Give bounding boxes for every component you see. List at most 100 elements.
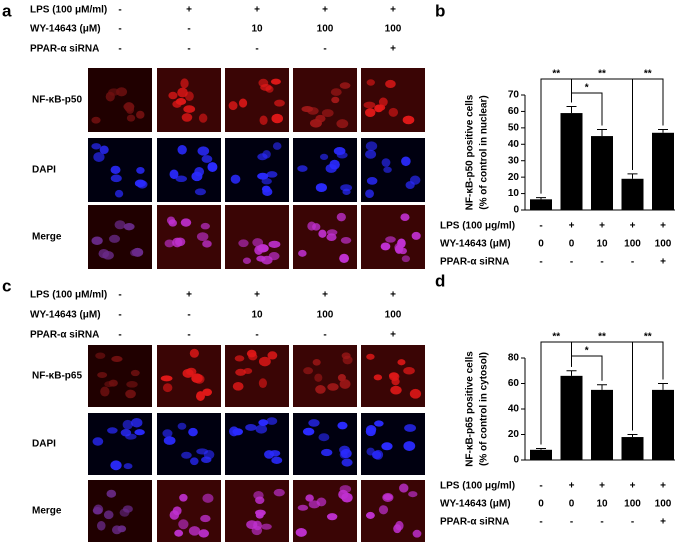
bar xyxy=(530,449,552,460)
significance-bracket xyxy=(632,78,664,170)
cell xyxy=(318,433,330,442)
y-axis-label: (% of control in nuclear) xyxy=(479,95,490,209)
cell xyxy=(383,166,392,173)
bar xyxy=(652,389,674,460)
cell xyxy=(238,98,248,108)
cell xyxy=(196,232,209,242)
cell xyxy=(119,508,130,517)
cell xyxy=(234,355,245,362)
cell xyxy=(168,91,178,100)
treatment-value: - xyxy=(631,517,634,528)
cell xyxy=(390,385,402,395)
treatment-value: + xyxy=(390,290,396,301)
cell xyxy=(403,441,416,451)
row-label: NF-κB-p50 xyxy=(32,95,82,106)
treatment-value: 100 xyxy=(655,499,672,510)
cell xyxy=(183,105,196,113)
cell xyxy=(243,367,253,374)
cell xyxy=(162,383,173,393)
significance-label: ** xyxy=(552,69,560,80)
treatment-value: - xyxy=(118,24,121,35)
significance-label: * xyxy=(585,83,589,94)
treatment-value: 0 xyxy=(538,239,544,250)
micrograph xyxy=(225,345,289,407)
cell xyxy=(126,114,136,122)
significance-label: * xyxy=(585,346,589,357)
cell xyxy=(315,183,327,193)
cell xyxy=(401,255,411,263)
cell xyxy=(297,165,308,172)
cell xyxy=(261,255,273,265)
cell xyxy=(136,180,148,189)
cell xyxy=(257,172,269,180)
cell xyxy=(272,142,282,150)
treatment-value: + xyxy=(599,221,605,232)
panel-letter: a xyxy=(2,1,12,20)
treatment-label: PPAR-α siRNA xyxy=(440,257,509,268)
cell xyxy=(366,447,375,456)
treatment-value: - xyxy=(631,257,634,268)
treatment-value: - xyxy=(118,44,121,55)
treatment-value: - xyxy=(118,330,121,341)
cell xyxy=(92,437,104,446)
treatment-value: + xyxy=(322,5,328,16)
cell xyxy=(246,520,258,529)
treatment-label: WY-14643 (μM) xyxy=(30,24,101,35)
treatment-value: + xyxy=(660,517,666,528)
cell xyxy=(366,353,375,360)
y-tick-label: 0 xyxy=(513,455,519,466)
treatment-value: 100 xyxy=(317,24,334,35)
treatment-value: - xyxy=(539,481,542,492)
cell xyxy=(182,368,194,378)
cell xyxy=(255,424,268,434)
cell xyxy=(339,253,350,264)
cell xyxy=(197,146,210,156)
cell xyxy=(337,374,346,382)
cell xyxy=(166,216,176,225)
treatment-value: - xyxy=(600,517,603,528)
cell xyxy=(111,355,123,363)
cell xyxy=(400,213,410,222)
cell xyxy=(97,371,108,379)
cell xyxy=(254,245,264,255)
y-tick-label: 20 xyxy=(508,429,520,440)
cell xyxy=(321,109,334,117)
cell xyxy=(96,520,106,531)
cell xyxy=(380,242,391,251)
cell xyxy=(336,119,349,129)
y-tick-label: 60 xyxy=(508,378,520,389)
treatment-value: - xyxy=(600,257,603,268)
cell xyxy=(107,427,118,434)
cell xyxy=(131,417,143,428)
cell xyxy=(268,240,281,248)
cell xyxy=(228,101,238,111)
cell xyxy=(326,229,338,236)
cell xyxy=(95,352,106,359)
cell xyxy=(242,257,252,264)
bar xyxy=(621,437,644,460)
cell xyxy=(235,368,246,376)
cell xyxy=(382,492,394,502)
cell xyxy=(262,187,273,197)
cell xyxy=(302,427,315,436)
significance-bracket xyxy=(632,341,664,431)
cell xyxy=(401,156,411,167)
treatment-value: - xyxy=(323,330,326,341)
treatment-value: + xyxy=(660,481,666,492)
y-tick-label: 60 xyxy=(508,106,520,117)
cell xyxy=(316,497,327,507)
micrograph xyxy=(157,480,221,542)
cell xyxy=(257,153,268,161)
cell xyxy=(200,222,210,230)
y-axis-label: NF-κB-p65 positive cells xyxy=(465,351,476,467)
cell xyxy=(365,149,377,159)
cell xyxy=(381,158,391,167)
treatment-value: 10 xyxy=(251,24,263,35)
y-tick-label: 40 xyxy=(508,404,520,415)
cell xyxy=(178,519,189,530)
cell xyxy=(114,220,126,230)
cell xyxy=(366,79,375,86)
cell xyxy=(402,115,415,125)
y-axis-label: (% of control in cytosol) xyxy=(479,352,490,466)
